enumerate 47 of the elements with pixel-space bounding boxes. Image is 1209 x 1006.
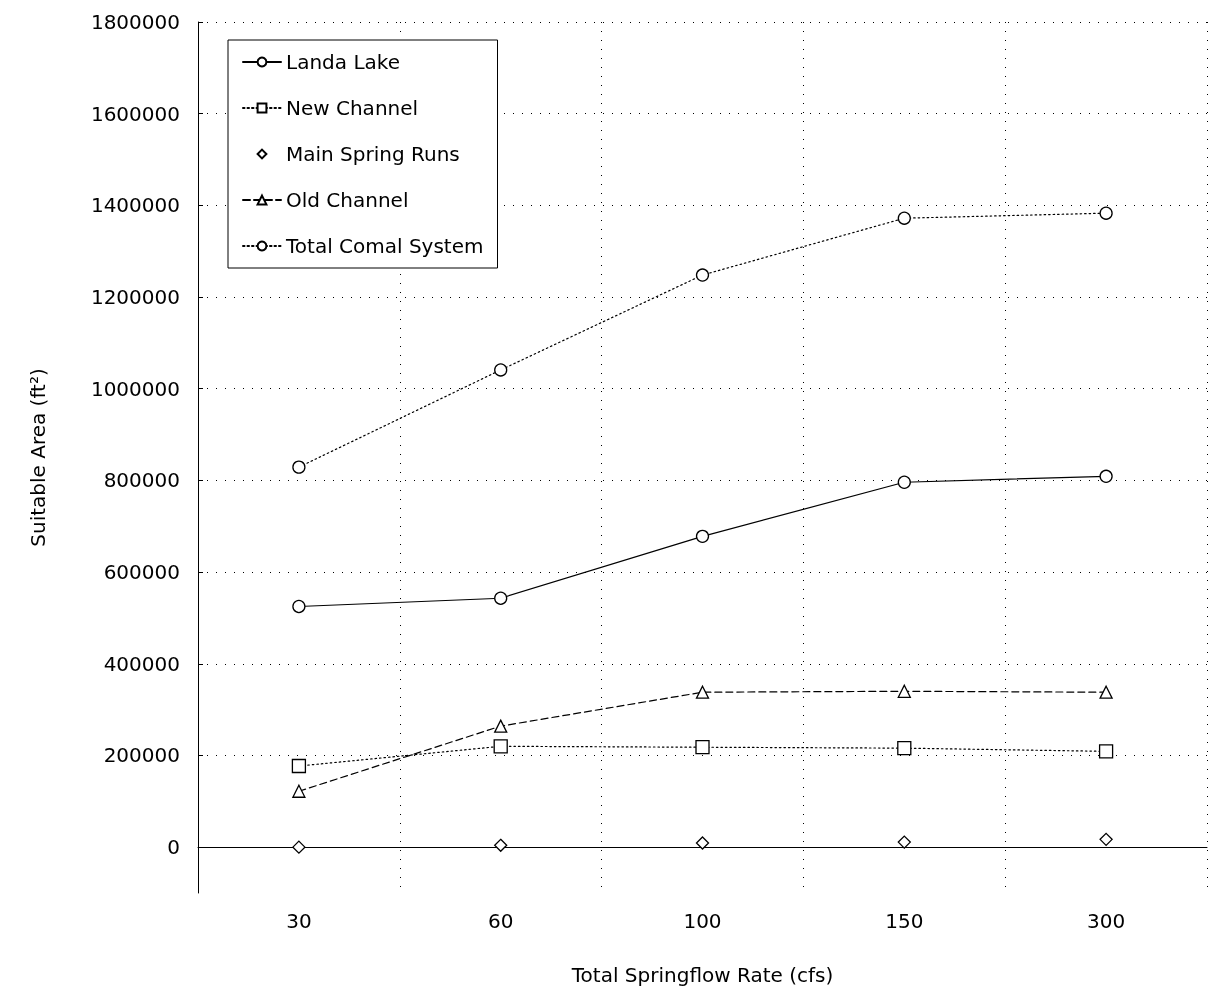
point (292, 784, 306, 798)
x-tick-label: 30 (286, 909, 312, 933)
point (292, 599, 306, 614)
point (1099, 469, 1113, 483)
y-tick-label: 600000 (103, 560, 180, 585)
x-tick-label: 300 (1087, 909, 1126, 933)
point (494, 719, 508, 733)
legend-label: Old Channel (286, 188, 409, 212)
point (897, 740, 912, 756)
point (1099, 832, 1113, 847)
point (897, 211, 911, 225)
y-tick-label: 1200000 (90, 285, 180, 310)
x-tick-label: 60 (487, 909, 514, 933)
point (494, 591, 508, 605)
x-axis-title: Total Springflow Rate (cfs) (570, 963, 834, 987)
point (494, 363, 508, 377)
point (695, 836, 710, 850)
y-tick-label: 800000 (103, 468, 180, 493)
point (1099, 685, 1113, 699)
point (897, 835, 911, 849)
y-tick-label: 1600000 (90, 101, 180, 126)
x-tick-label: 150 (885, 909, 924, 933)
x-tick-label: 100 (683, 909, 722, 933)
point (695, 529, 710, 543)
point (493, 739, 508, 754)
y-tick-label: 1800000 (90, 10, 180, 34)
y-tick-label: 1000000 (90, 376, 180, 401)
point (897, 684, 911, 698)
legend-label: Landa Lake (286, 50, 400, 74)
y-tick-label: 1400000 (90, 193, 180, 218)
point (1098, 744, 1114, 759)
point (1099, 206, 1113, 220)
y-tick-label: 0 (167, 835, 180, 860)
point (695, 685, 710, 699)
point (695, 740, 710, 755)
point (695, 268, 710, 282)
point (292, 840, 306, 854)
point (292, 460, 306, 474)
legend-label: New Channel (286, 96, 419, 120)
legend-label: Total Comal System (285, 234, 484, 258)
y-axis-title: Suitable Area (ft²) (26, 368, 50, 547)
y-tick-label: 200000 (103, 743, 180, 768)
y-tick-label: 400000 (103, 651, 180, 676)
point (494, 838, 508, 852)
point (897, 475, 911, 489)
legend-label: Main Spring Runs (286, 142, 460, 166)
point (291, 758, 307, 774)
